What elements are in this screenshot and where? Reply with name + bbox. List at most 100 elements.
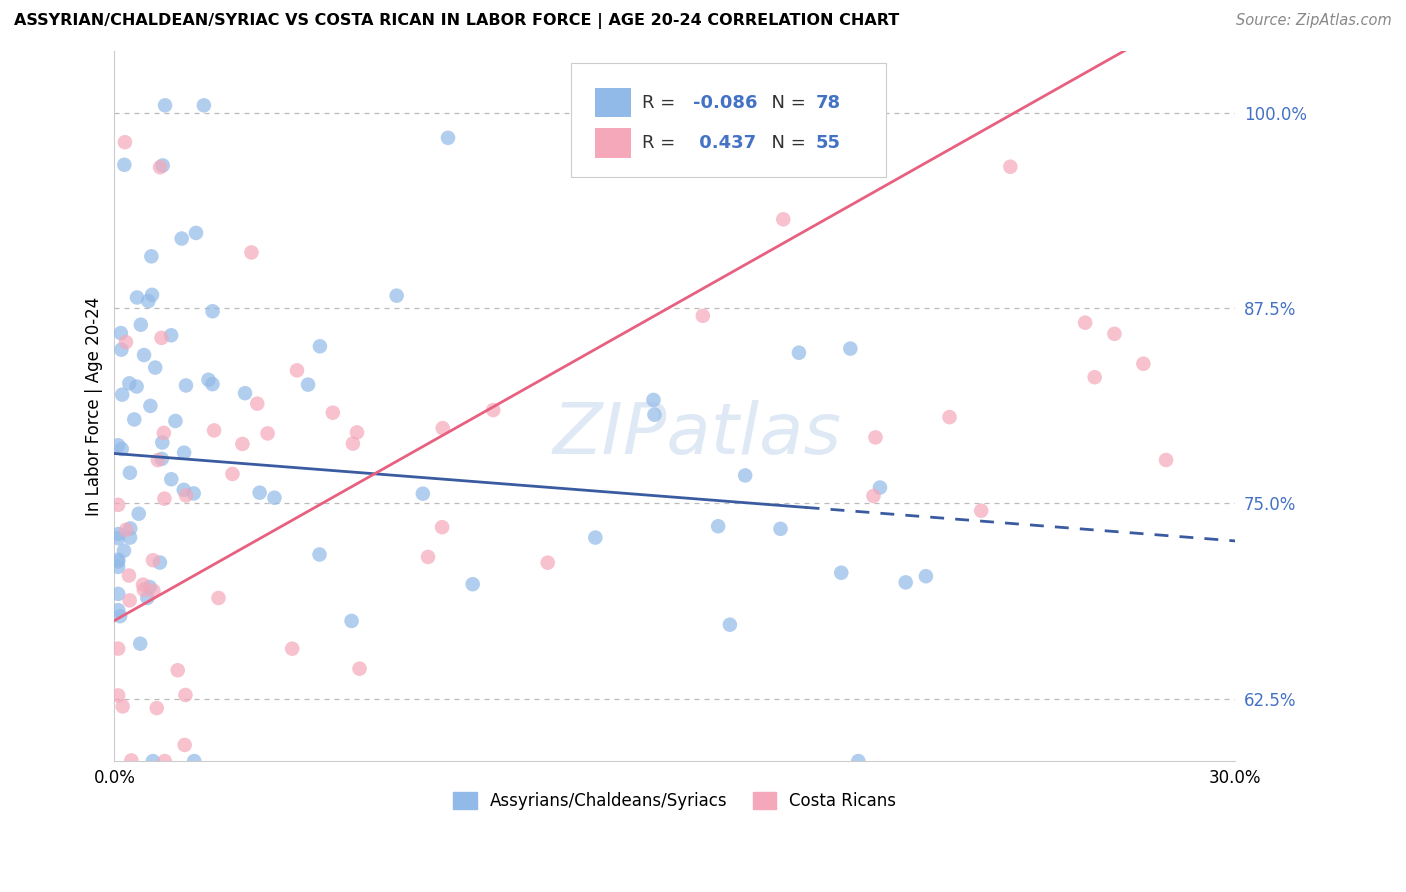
Point	[769, 522, 792, 536]
Point	[118, 466, 141, 480]
Point	[197, 373, 219, 387]
Point	[107, 527, 129, 541]
Point	[281, 641, 304, 656]
Point	[416, 549, 439, 564]
Point	[138, 580, 160, 594]
Point	[153, 491, 176, 506]
Point	[432, 421, 454, 435]
Point	[120, 521, 142, 535]
Point	[938, 410, 960, 425]
Point	[150, 331, 173, 345]
Point	[846, 754, 869, 768]
FancyBboxPatch shape	[595, 87, 631, 118]
Point	[830, 566, 852, 580]
Point	[461, 577, 484, 591]
Point	[1154, 453, 1177, 467]
Point	[643, 408, 665, 422]
Point	[309, 339, 332, 353]
Point	[160, 328, 183, 343]
Point	[120, 753, 142, 767]
Point	[183, 486, 205, 500]
Point	[349, 662, 371, 676]
Point	[430, 520, 453, 534]
Point	[772, 212, 794, 227]
Text: R =: R =	[643, 94, 682, 112]
Point	[150, 435, 173, 450]
Point	[174, 488, 197, 502]
Point	[482, 403, 505, 417]
Point	[136, 591, 159, 605]
Point	[340, 614, 363, 628]
Point	[132, 577, 155, 591]
Point	[142, 553, 165, 567]
Point	[110, 326, 132, 340]
Point	[201, 377, 224, 392]
Point	[346, 425, 368, 440]
Legend: Assyrians/Chaldeans/Syriacs, Costa Ricans: Assyrians/Chaldeans/Syriacs, Costa Rican…	[447, 785, 903, 817]
Point	[862, 489, 884, 503]
Point	[149, 160, 172, 174]
Point	[285, 363, 308, 377]
Point	[692, 309, 714, 323]
Point	[111, 442, 134, 456]
Point	[787, 345, 810, 359]
Point	[193, 98, 215, 112]
Point	[136, 293, 159, 308]
Point	[707, 519, 730, 533]
Text: 78: 78	[815, 94, 841, 112]
Text: R =: R =	[643, 134, 682, 152]
Point	[166, 663, 188, 677]
Point	[174, 378, 197, 392]
Point	[1074, 316, 1097, 330]
Point	[839, 342, 862, 356]
Point	[173, 445, 195, 459]
Point	[184, 226, 207, 240]
Point	[221, 467, 243, 481]
Point	[1084, 370, 1107, 384]
Point	[173, 483, 195, 497]
Point	[139, 399, 162, 413]
Point	[118, 376, 141, 391]
Point	[129, 318, 152, 332]
Point	[207, 591, 229, 605]
Point	[174, 688, 197, 702]
Point	[142, 583, 165, 598]
Point	[146, 453, 169, 467]
Point	[385, 288, 408, 302]
FancyBboxPatch shape	[571, 62, 886, 178]
Point	[128, 507, 150, 521]
Point	[125, 379, 148, 393]
Point	[970, 504, 993, 518]
Point	[132, 582, 155, 597]
Text: ASSYRIAN/CHALDEAN/SYRIAC VS COSTA RICAN IN LABOR FORCE | AGE 20-24 CORRELATION C: ASSYRIAN/CHALDEAN/SYRIAC VS COSTA RICAN …	[14, 13, 900, 29]
Point	[342, 436, 364, 450]
FancyBboxPatch shape	[595, 128, 631, 158]
Point	[122, 412, 145, 426]
Point	[915, 569, 938, 583]
Point	[153, 425, 176, 440]
Point	[112, 158, 135, 172]
Point	[1000, 160, 1022, 174]
Point	[110, 343, 132, 357]
Point	[256, 426, 278, 441]
Point	[115, 523, 138, 537]
Point	[240, 245, 263, 260]
Point	[173, 738, 195, 752]
Point	[170, 231, 193, 245]
Text: Source: ZipAtlas.com: Source: ZipAtlas.com	[1236, 13, 1392, 29]
Point	[231, 437, 253, 451]
Point	[643, 392, 665, 407]
Point	[233, 386, 256, 401]
Point	[107, 438, 129, 452]
Point	[141, 288, 163, 302]
Y-axis label: In Labor Force | Age 20-24: In Labor Force | Age 20-24	[86, 296, 103, 516]
Point	[202, 424, 225, 438]
Point	[537, 556, 560, 570]
Point	[107, 531, 129, 545]
Point	[118, 593, 141, 607]
Point	[308, 548, 330, 562]
Text: 55: 55	[815, 134, 841, 152]
Point	[718, 617, 741, 632]
Point	[869, 481, 891, 495]
Point	[412, 486, 434, 500]
